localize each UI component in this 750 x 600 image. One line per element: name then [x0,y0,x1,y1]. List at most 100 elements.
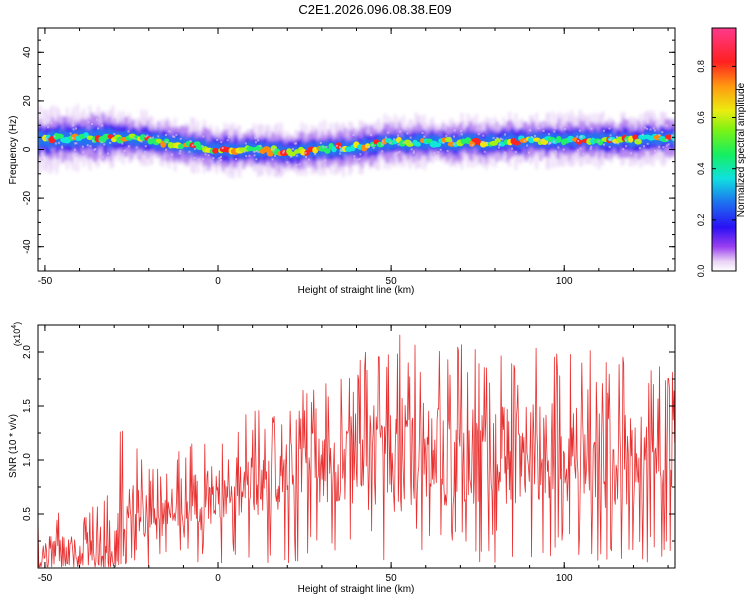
spectrogram-cell [427,138,430,150]
snr-panel: -50 0 50 100 2.0 1.5 1.0 0.5 Height of straigh… [8,322,676,595]
spectrogram-speckle [554,150,557,153]
spectrogram-cell [446,137,449,150]
spectrogram-cell [180,134,183,151]
spectrogram-speckle [369,134,372,137]
colorbar-label: Normalized spectral amplitude [736,82,747,217]
spectrogram-speckle [235,158,238,161]
spectrogram-peak [494,138,501,143]
spectrogram-speckle [366,146,369,149]
spectrogram-peak [433,142,442,148]
spectrogram-speckle [389,141,392,144]
spectrogram-speckle [579,147,582,150]
spectrogram-peak [528,136,535,144]
spectrogram-y-tick-label: -20 [22,190,33,205]
spectrogram-peak [212,147,219,154]
spectrogram-speckle [97,127,100,130]
spectrogram-speckle [672,138,675,141]
spectrogram-y-tick-label: 40 [22,46,33,58]
spectrogram-speckle [307,158,310,161]
spectrogram-speckle [121,142,124,145]
spectrogram-speckle [423,135,426,138]
spectrogram-speckle [75,127,78,130]
spectrogram-speckle [665,138,668,141]
spectrogram-peak [364,143,371,149]
spectrogram-speckle [339,152,342,155]
spectrogram-speckle [653,129,656,132]
spectrogram-speckle [193,156,196,159]
spectrogram-y-axis-label: Frequency (Hz) [8,116,19,185]
spectrogram-speckle [608,145,611,148]
spectrogram-speckle [381,143,384,146]
spectrogram-speckle [646,142,649,145]
spectrogram-speckle [602,143,605,146]
spectrogram-speckle [622,148,625,151]
spectrogram-speckle [590,127,593,130]
spectrogram-peak [331,146,337,153]
spectrogram-speckle [253,150,256,153]
spectrogram-speckle [608,127,611,130]
colorbar-tick-label: 0.4 [696,162,706,175]
spectrogram-speckle [483,150,486,153]
spectrogram-cell [279,142,283,158]
snr-x-axis-label: Height of straight line (km) [298,584,415,595]
spectrogram-peak [147,137,154,145]
spectrogram-cell [443,138,447,149]
spectrogram-speckle [325,145,328,148]
spectrogram-speckle [289,155,292,158]
spectrogram-speckle [282,150,285,153]
spectrogram-speckle [82,151,85,154]
spectrogram-speckle [144,151,147,154]
spectrogram-y-tick-label: -40 [22,239,33,254]
spectrogram-speckle [629,152,632,155]
snr-x-tick-label: 0 [215,573,221,584]
spectrogram-speckle [646,127,649,130]
spectrogram-speckle [165,134,168,137]
spectrogram-speckle [179,149,182,152]
spectrogram-speckle [492,136,495,139]
spectrogram-heatmap [38,103,675,179]
spectrogram-speckle [590,145,593,148]
spectrogram-speckle [548,141,551,144]
spectrogram-speckle [165,140,168,143]
spectrogram-speckle [113,118,116,121]
spectrogram-speckle [555,152,558,155]
spectrogram-cell [416,133,420,150]
spectrogram-speckle [658,134,661,137]
spectrogram-speckle [529,129,532,132]
spectrogram-speckle [393,138,396,141]
spectrogram-speckle [91,140,94,143]
spectrogram-speckle [57,141,60,144]
spectrogram-speckle [193,147,196,150]
spectrogram-speckle [101,156,104,159]
spectrogram-speckle [227,136,230,139]
spectrogram-speckle [397,143,400,146]
spectrogram-speckle [146,134,149,137]
spectrogram-speckle [504,133,507,136]
spectrogram-cell [410,136,414,148]
spectrogram-speckle [89,145,92,148]
spectrogram-speckle [482,134,485,137]
spectrogram-speckle [433,152,436,155]
spectrogram-speckle [171,153,174,156]
snr-scale-exponent: 4 [11,325,18,329]
spectrogram-peak [324,148,331,154]
spectrogram-x-tick-label: 100 [556,276,573,287]
spectrogram-speckle [412,152,415,155]
spectrogram-cell [419,134,422,149]
spectrogram-speckle [179,137,182,140]
spectrogram-speckle [204,153,207,156]
spectrogram-speckle [453,135,456,138]
spectrogram-speckle [132,137,135,140]
spectrogram-x-axis-label: Height of straight line (km) [298,285,415,296]
spectrogram-speckle [218,157,221,160]
spectrogram-speckle [87,121,90,124]
spectrogram-cell [632,136,636,147]
spectrogram-y-tick-label: 0 [22,146,33,152]
spectrogram-speckle [188,150,191,153]
spectrogram-speckle [253,154,256,157]
spectrogram-speckle [98,153,101,156]
spectrogram-speckle [53,135,56,138]
spectrogram-speckle [534,134,537,137]
spectrogram-speckle [295,142,298,145]
spectrogram-cell [576,132,580,145]
